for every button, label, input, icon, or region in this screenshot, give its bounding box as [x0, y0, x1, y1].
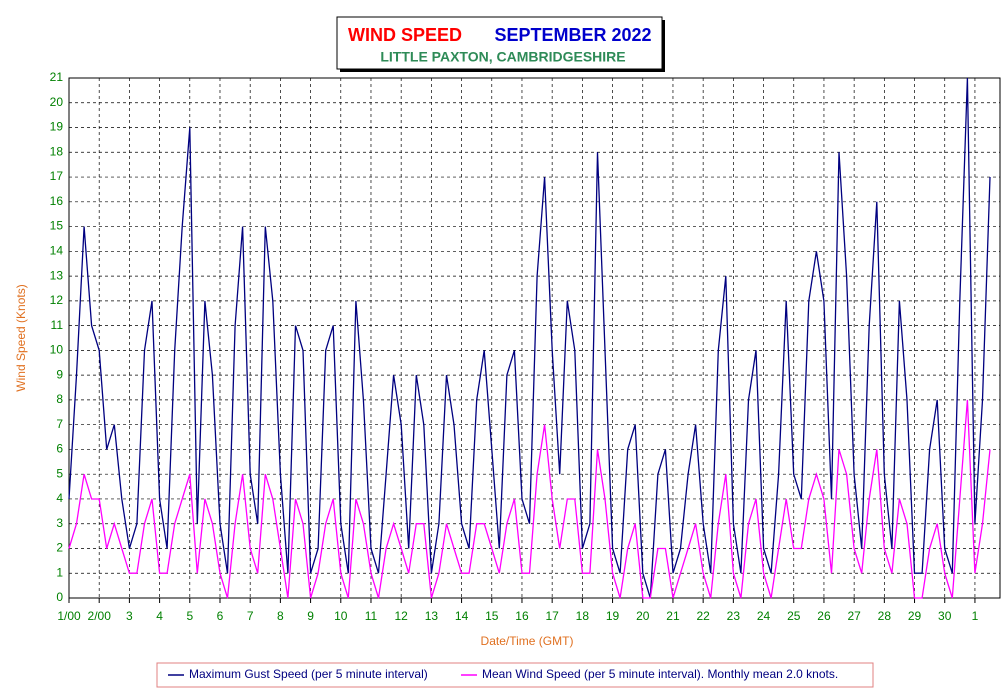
y-tick-label: 16	[50, 194, 64, 208]
y-tick-label: 5	[56, 466, 63, 480]
x-tick-label: 17	[545, 609, 559, 623]
x-tick-label: 26	[817, 609, 831, 623]
legend-label: Maximum Gust Speed (per 5 minute interva…	[189, 667, 428, 681]
y-tick-label: 17	[50, 169, 64, 183]
y-tick-label: 14	[50, 244, 64, 258]
y-tick-label: 13	[50, 268, 64, 282]
x-tick-label: 30	[938, 609, 952, 623]
x-tick-label: 4	[156, 609, 163, 623]
x-tick-label: 14	[455, 609, 469, 623]
chart-title: WIND SPEED	[348, 25, 462, 45]
x-tick-label: 5	[186, 609, 193, 623]
x-tick-label: 22	[696, 609, 710, 623]
y-tick-label: 8	[56, 392, 63, 406]
y-tick-label: 7	[56, 417, 63, 431]
x-tick-label: 7	[247, 609, 254, 623]
x-tick-label: 18	[576, 609, 590, 623]
y-tick-label: 6	[56, 442, 63, 456]
x-tick-label: 10	[334, 609, 348, 623]
x-tick-label: 1/00	[57, 609, 81, 623]
y-tick-label: 3	[56, 516, 63, 530]
x-tick-label: 21	[666, 609, 680, 623]
x-tick-label: 20	[636, 609, 650, 623]
x-tick-label: 27	[847, 609, 861, 623]
series-line	[68, 399, 991, 599]
x-tick-label: 3	[126, 609, 133, 623]
chart-subtitle: LITTLE PAXTON, CAMBRIDGESHIRE	[380, 49, 625, 65]
x-axis-label: Date/Time (GMT)	[481, 634, 574, 648]
chart-title-date: SEPTEMBER 2022	[494, 25, 651, 45]
x-tick-label: 9	[307, 609, 314, 623]
x-tick-label: 29	[908, 609, 922, 623]
legend-label: Mean Wind Speed (per 5 minute interval).…	[482, 667, 838, 681]
legend-box	[156, 662, 874, 688]
x-tick-label: 19	[606, 609, 620, 623]
x-tick-label: 28	[878, 609, 892, 623]
x-tick-label: 13	[425, 609, 439, 623]
y-tick-label: 10	[50, 343, 64, 357]
x-tick-label: 16	[515, 609, 529, 623]
x-tick-label: 25	[787, 609, 801, 623]
x-tick-label: 24	[757, 609, 771, 623]
y-tick-label: 0	[56, 590, 63, 604]
y-tick-label: 11	[51, 318, 64, 332]
y-tick-label: 12	[50, 293, 64, 307]
x-tick-label: 8	[277, 609, 284, 623]
y-tick-label: 19	[50, 120, 64, 134]
x-tick-label: 11	[365, 609, 378, 623]
x-tick-label: 6	[217, 609, 224, 623]
y-tick-label: 1	[56, 565, 63, 579]
y-tick-label: 2	[56, 541, 63, 555]
x-tick-label: 1	[972, 609, 979, 623]
y-tick-label: 9	[56, 367, 63, 381]
y-tick-label: 20	[50, 95, 64, 109]
x-tick-label: 2/00	[88, 609, 112, 623]
y-tick-label: 18	[50, 144, 64, 158]
y-tick-label: 15	[50, 219, 64, 233]
x-tick-label: 12	[394, 609, 408, 623]
title-box	[336, 16, 663, 70]
x-tick-label: 23	[727, 609, 741, 623]
y-tick-label: 21	[50, 70, 64, 84]
series-line	[68, 77, 991, 599]
x-tick-label: 15	[485, 609, 499, 623]
y-tick-label: 4	[56, 491, 63, 505]
y-axis-label: Wind Speed (Knots)	[14, 284, 28, 391]
